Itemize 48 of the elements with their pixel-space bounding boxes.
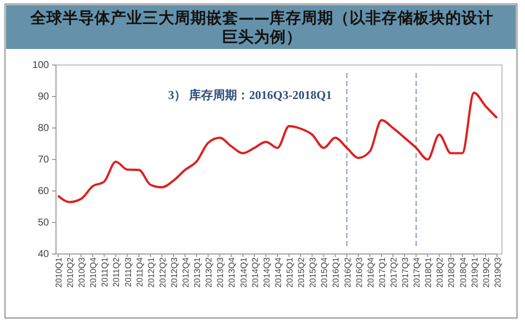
x-tick-label: 2014Q3 (261, 257, 272, 288)
x-tick-label: 2010Q4 (88, 257, 98, 288)
x-tick-label: 2013Q3 (215, 257, 226, 288)
y-tick-label: 70 (38, 154, 50, 166)
x-tick-label: 2010Q1 (53, 257, 64, 288)
x-tick-label: 2014Q2 (250, 257, 260, 288)
x-tick-label: 2016Q3 (354, 257, 364, 288)
y-tick-label: 40 (38, 249, 50, 260)
y-tick-label: 80 (38, 123, 50, 134)
x-tick-label: 2017Q4 (412, 257, 422, 288)
x-tick-label: 2018Q1 (423, 257, 434, 288)
x-tick-label: 2014Q4 (272, 257, 283, 288)
x-tick-label: 2013Q4 (226, 257, 237, 288)
x-tick-label: 2017Q2 (388, 257, 398, 288)
x-tick-label: 2015Q4 (319, 257, 330, 288)
x-tick-label: 2018Q4 (458, 257, 468, 288)
x-tick-label: 2018Q3 (446, 257, 456, 288)
x-tick-label: 2010Q3 (76, 257, 87, 288)
x-tick-label: 2019Q2 (480, 257, 491, 288)
x-tick-label: 2012Q2 (157, 257, 168, 288)
x-tick-label: 2017Q1 (376, 257, 387, 288)
x-tick-label: 2013Q1 (192, 257, 202, 288)
x-tick-label: 2011Q1 (100, 257, 110, 288)
x-tick-label: 2018Q2 (434, 257, 445, 288)
x-tick-label: 2015Q2 (296, 257, 306, 288)
chart-title: 全球半导体产业三大周期嵌套——库存周期（以非存储板块的设计巨头为例） (30, 9, 494, 46)
y-tick-label: 90 (38, 92, 50, 103)
x-tick-label: 2012Q1 (146, 257, 156, 288)
x-tick-label: 2010Q2 (65, 257, 76, 288)
x-tick-label: 2015Q3 (308, 257, 318, 288)
y-tick-label: 100 (32, 60, 50, 72)
x-tick-label: 2016Q2 (342, 257, 352, 288)
x-tick-label: 2019Q1 (469, 257, 480, 288)
x-tick-label: 2013Q2 (204, 257, 214, 288)
annotation: 3） 库存周期：2016Q3-2018Q1 (168, 88, 332, 102)
x-tick-label: 2016Q1 (330, 257, 341, 288)
x-tick-label: 2011Q3 (122, 257, 133, 288)
y-tick-label: 50 (38, 218, 50, 229)
x-tick-label: 2012Q3 (168, 257, 179, 288)
x-tick-label: 2019Q3 (492, 257, 502, 288)
y-tick-label: 60 (38, 186, 50, 198)
x-tick-label: 2015Q1 (284, 257, 295, 288)
x-tick-label: 2011Q4 (134, 257, 144, 288)
x-tick-label: 2014Q1 (238, 257, 248, 288)
x-tick-label: 2016Q4 (365, 257, 376, 288)
x-tick-label: 2017Q3 (400, 257, 410, 288)
x-tick-label: 2011Q2 (111, 257, 122, 288)
x-tick-label: 2012Q4 (180, 257, 191, 288)
